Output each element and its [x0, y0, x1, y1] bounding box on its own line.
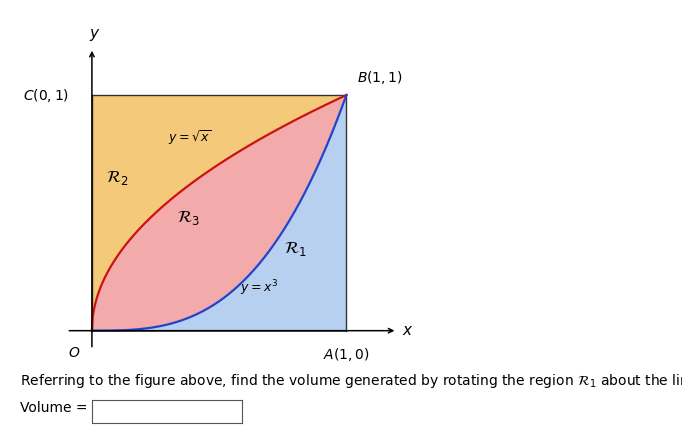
Text: $O$: $O$	[68, 346, 80, 360]
Text: $y$: $y$	[89, 27, 100, 43]
Text: $A(1, 0)$: $A(1, 0)$	[323, 346, 370, 363]
Text: $\mathcal{R}_1$: $\mathcal{R}_1$	[284, 239, 307, 258]
Text: $y = x^3$: $y = x^3$	[239, 279, 278, 299]
Text: $B(1, 1)$: $B(1, 1)$	[357, 69, 402, 86]
Text: $\mathcal{R}_3$: $\mathcal{R}_3$	[177, 208, 200, 227]
Text: $x$: $x$	[402, 323, 414, 338]
Text: $C(0, 1)$: $C(0, 1)$	[23, 86, 69, 104]
Text: $y = \sqrt{x}$: $y = \sqrt{x}$	[168, 128, 212, 147]
Text: $\mathcal{R}_2$: $\mathcal{R}_2$	[106, 168, 129, 187]
Text: Volume =: Volume =	[20, 401, 92, 415]
Text: Referring to the figure above, find the volume generated by rotating the region : Referring to the figure above, find the …	[20, 372, 682, 390]
